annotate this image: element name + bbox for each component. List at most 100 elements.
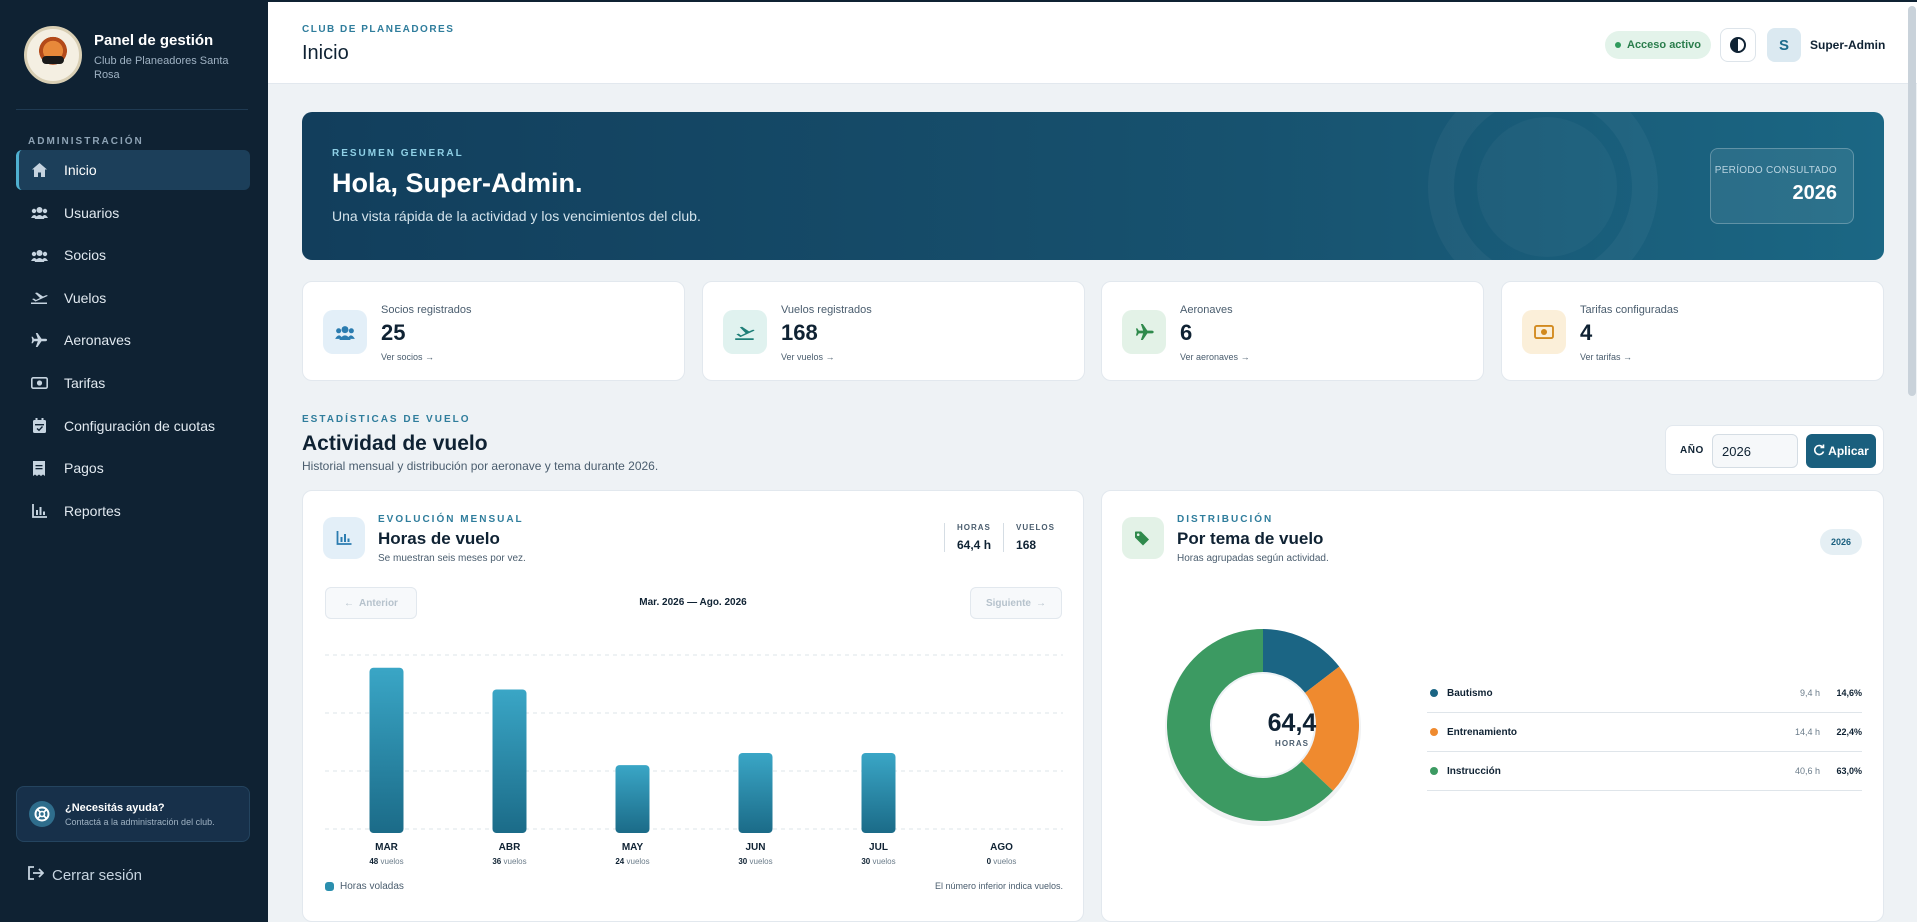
previous-button[interactable]: ← Anterior — [325, 587, 417, 619]
month-label: JUN — [745, 842, 765, 853]
legend-label: Horas voladas — [340, 881, 404, 892]
bar-jun[interactable] — [738, 752, 773, 833]
bar-may[interactable] — [615, 765, 650, 833]
logout-button[interactable]: Cerrar sesión — [28, 866, 142, 884]
page-scrollbar[interactable] — [1908, 6, 1916, 396]
status-badge: Acceso activo — [1605, 31, 1711, 59]
topic-hours: 14,4 h — [1794, 727, 1820, 737]
hero-title: Hola, Super-Admin. — [332, 168, 583, 198]
period-value: 2026 — [1792, 182, 1838, 204]
refresh-icon — [1813, 444, 1825, 459]
hero-kicker: RESUMEN GENERAL — [332, 148, 464, 159]
next-button[interactable]: Siguiente → — [970, 587, 1062, 619]
stat-label: Tarifas configuradas — [1580, 304, 1679, 316]
stat-value: 4 — [1580, 320, 1593, 345]
donut-hole — [1210, 672, 1316, 778]
stat-link-label: Ver socios — [381, 352, 423, 362]
sidebar-item-reportes[interactable]: Reportes — [16, 491, 250, 531]
users-icon — [30, 204, 48, 222]
stat-label: Socios registrados — [381, 304, 472, 316]
club-logo — [24, 26, 82, 84]
slice-instrucción[interactable] — [1167, 629, 1333, 821]
flight-count-label: 48 vuelos — [369, 857, 403, 866]
stat-link-label: Ver aeronaves — [1180, 352, 1239, 362]
monthly-bar-chart: MAR 48 vuelos ABR 36 vuelos MAY 24 vuelos JUN 3… — [325, 654, 1063, 866]
stat-link-label: Ver vuelos — [781, 352, 824, 362]
bar-jul[interactable] — [861, 752, 896, 833]
topic-donut-chart — [1165, 629, 1361, 826]
avatar[interactable]: S — [1767, 28, 1801, 62]
donut-total-label: HORAS — [1275, 739, 1309, 748]
flights-value: 168 — [1016, 538, 1037, 552]
arrow-right-icon: → — [825, 352, 835, 362]
distribution-panel: DISTRIBUCIÓN Por tema de vuelo Horas agr… — [1101, 490, 1884, 922]
home-icon — [30, 161, 48, 179]
sidebar-item-label: Reportes — [64, 502, 121, 519]
sidebar-item-label: Usuarios — [64, 204, 120, 221]
flight-takeoff-icon — [30, 289, 48, 307]
theme-toggle-button[interactable] — [1720, 28, 1756, 62]
members-icon — [30, 246, 48, 264]
year-input[interactable] — [1712, 434, 1798, 468]
topic-name: Instrucción — [1447, 765, 1501, 777]
stat-link[interactable]: Ver socios → — [381, 352, 434, 362]
arrow-right-icon: → — [1240, 352, 1250, 362]
stat-card-aeronaves[interactable]: Aeronaves 6 Ver aeronaves → — [1101, 281, 1484, 381]
sidebar-nav: Inicio Usuarios Socios Vuelos Aeronaves … — [16, 150, 250, 533]
topbar: CLUB DE PLANEADORES Inicio Acceso activo… — [268, 0, 1917, 396]
apply-button[interactable]: Aplicar — [1806, 434, 1876, 468]
bar-chart-icon — [323, 517, 365, 559]
year-filter: AÑO Aplicar — [1665, 425, 1884, 475]
sidebar-item-inicio[interactable]: Inicio — [16, 150, 250, 190]
panel-subtitle: Horas agrupadas según actividad. — [1177, 553, 1329, 564]
sidebar-item-label: Vuelos — [64, 289, 107, 306]
decorative-circle — [1477, 117, 1617, 257]
sidebar-item-socios[interactable]: Socios — [16, 235, 250, 275]
slice-bautismo[interactable] — [1263, 629, 1340, 694]
sidebar-item-usuarios[interactable]: Usuarios — [16, 193, 250, 233]
status-dot-icon — [1615, 42, 1621, 48]
stat-link-label: Ver tarifas — [1580, 352, 1621, 362]
flights-summary: VUELOS 168 — [1003, 523, 1067, 552]
sidebar-section-label: ADMINISTRACIÓN — [28, 136, 144, 147]
panel-kicker: DISTRIBUCIÓN — [1177, 514, 1274, 525]
stat-link[interactable]: Ver tarifas → — [1580, 352, 1632, 362]
legend-swatch — [325, 882, 334, 891]
help-subtitle: Contactá a la administración del club. — [65, 816, 215, 827]
arrow-left-icon: ← — [344, 597, 355, 609]
help-card[interactable]: ¿Necesitás ayuda? Contactá a la administ… — [16, 786, 250, 842]
sidebar-item-label: Tarifas — [64, 374, 106, 391]
monthly-panel: EVOLUCIÓN MENSUAL Horas de vuelo Se mues… — [302, 490, 1084, 922]
slice-entrenamiento[interactable] — [1300, 666, 1359, 791]
year-badge: 2026 — [1820, 529, 1862, 555]
bar-mar[interactable] — [369, 667, 404, 833]
month-label: MAR — [375, 842, 399, 853]
stat-card-tarifas[interactable]: Tarifas configuradas 4 Ver tarifas → — [1501, 281, 1884, 381]
flight-count-label: 30 vuelos — [738, 857, 772, 866]
stat-card-vuelos[interactable]: Vuelos registrados 168 Ver vuelos → — [702, 281, 1085, 381]
sidebar-item-aeronaves[interactable]: Aeronaves — [16, 320, 250, 360]
chart-legend: Horas voladas — [325, 881, 404, 892]
sidebar-item-pagos[interactable]: Pagos — [16, 448, 250, 488]
legend-row: Entrenamiento 14,4 h 22,4% — [1427, 713, 1862, 752]
flight-count-label: 36 vuelos — [492, 857, 526, 866]
user-name[interactable]: Super-Admin — [1810, 38, 1886, 52]
apply-label: Aplicar — [1828, 444, 1869, 458]
stat-link[interactable]: Ver vuelos → — [781, 352, 835, 362]
logout-icon — [28, 866, 45, 884]
stat-link[interactable]: Ver aeronaves → — [1180, 352, 1250, 362]
plane-icon — [1122, 310, 1166, 354]
sidebar-item-cuotas[interactable]: Configuración de cuotas — [16, 406, 250, 446]
panel-title: Horas de vuelo — [378, 529, 500, 548]
flights-label: VUELOS — [1016, 523, 1055, 532]
stat-card-socios[interactable]: Socios registrados 25 Ver socios → — [302, 281, 685, 381]
bar-abr[interactable] — [492, 689, 527, 833]
page-title: Inicio — [302, 42, 349, 64]
stat-value: 25 — [381, 320, 406, 345]
contrast-icon — [1730, 37, 1746, 53]
sidebar-item-vuelos[interactable]: Vuelos — [16, 278, 250, 318]
members-icon — [323, 310, 367, 354]
donut-total-value: 64,4 — [1267, 709, 1317, 737]
money-icon — [1522, 310, 1566, 354]
sidebar-item-tarifas[interactable]: Tarifas — [16, 363, 250, 403]
